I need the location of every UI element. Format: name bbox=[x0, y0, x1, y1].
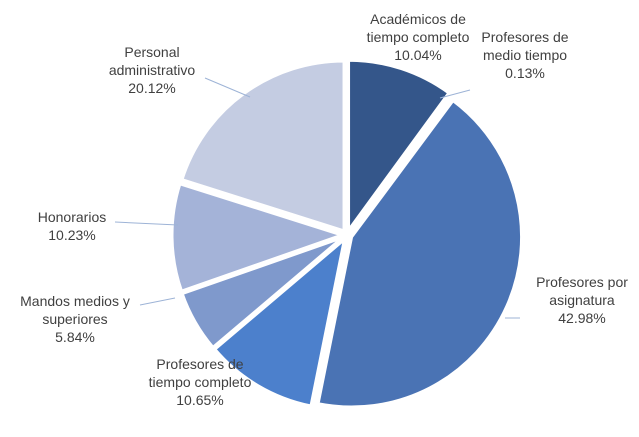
value-label: 10.23% bbox=[48, 227, 96, 243]
slice-label: Académicos de tiempo completo 10.04% bbox=[353, 10, 483, 64]
leader-line bbox=[204, 77, 251, 98]
pie-slice bbox=[212, 235, 347, 408]
category-name: Académicos de tiempo completo bbox=[366, 11, 470, 45]
value-label: 42.98% bbox=[558, 310, 606, 326]
category-name: Personal administrativo bbox=[108, 44, 196, 78]
slice-label: Mandos medios y superiores 5.84% bbox=[10, 292, 140, 346]
pie-slice bbox=[180, 236, 344, 350]
slice-label: Honorarios 10.23% bbox=[7, 208, 137, 244]
value-label: 10.04% bbox=[394, 47, 442, 63]
category-name: Profesores por asignatura bbox=[536, 274, 628, 308]
leader-line bbox=[439, 89, 471, 99]
leader-line bbox=[114, 221, 179, 226]
pie-slice bbox=[316, 98, 524, 409]
leader-line bbox=[139, 297, 176, 306]
pie-slice bbox=[170, 181, 347, 294]
category-name: Honorarios bbox=[37, 209, 107, 225]
category-name: Profesores de tiempo completo bbox=[148, 356, 252, 390]
category-name: Profesores de medio tiempo bbox=[481, 29, 569, 63]
slice-label: Profesores por asignatura 42.98% bbox=[522, 273, 639, 327]
slice-label: Profesores de tiempo completo 10.65% bbox=[135, 355, 265, 409]
value-label: 20.12% bbox=[128, 80, 176, 96]
slice-label: Profesores de medio tiempo 0.13% bbox=[470, 28, 580, 82]
value-label: 10.65% bbox=[176, 392, 224, 408]
pie-slice bbox=[347, 58, 451, 235]
value-label: 0.13% bbox=[505, 65, 545, 81]
slice-label: Personal administrativo 20.12% bbox=[92, 43, 212, 97]
category-name: Mandos medios y superiores bbox=[20, 293, 130, 327]
value-label: 5.84% bbox=[55, 329, 95, 345]
